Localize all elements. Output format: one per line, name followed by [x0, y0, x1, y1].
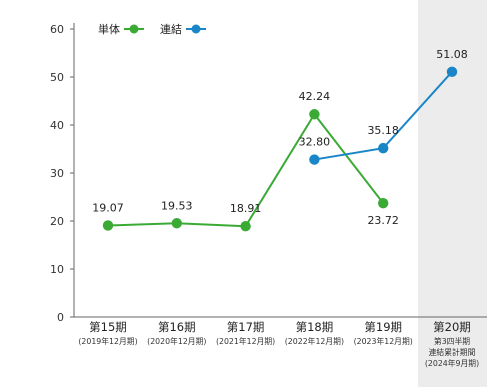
x-tick-sublabel: (2024年9月期) [425, 358, 479, 368]
data-label: 35.18 [367, 124, 399, 137]
y-tick-label: 20 [50, 215, 64, 228]
highlight-band [418, 0, 487, 387]
y-tick-label: 10 [50, 263, 64, 276]
x-tick-label: 第18期 [296, 320, 334, 334]
y-tick-label: 60 [50, 23, 64, 36]
y-tick-label: 0 [57, 311, 64, 324]
legend-marker [129, 24, 139, 34]
x-tick-label: 第20期 [433, 320, 471, 334]
legend: 単体 連結 [98, 22, 206, 36]
data-point [102, 220, 114, 231]
series-line-segment [107, 222, 177, 227]
data-label: 32.80 [299, 136, 331, 149]
data-label: 19.53 [161, 199, 193, 212]
x-tick-label: 第15期 [89, 320, 127, 334]
legend-label: 連結 [160, 22, 182, 36]
series-line-segment [176, 222, 246, 228]
x-tick-sublabel: (2019年12月期) [78, 336, 137, 346]
x-tick-label: 第19期 [364, 320, 402, 334]
series-line-segment [382, 71, 453, 149]
data-point [378, 142, 389, 154]
data-label: 51.08 [436, 48, 468, 61]
x-axis-tick-labels: 第15期 (2019年12月期) 第16期 (2020年12月期) 第17期 (2021年… [78, 320, 479, 368]
data-label: 23.72 [367, 214, 399, 227]
x-tick-sublabel: (2020年12月期) [147, 336, 206, 346]
legend-marker [191, 24, 201, 34]
data-label: 18.91 [230, 202, 262, 215]
y-axis-ticks: 0 10 20 30 40 50 60 [50, 23, 74, 324]
x-tick-sublabel: (2021年12月期) [216, 336, 275, 346]
y-tick-label: 40 [50, 119, 64, 132]
series-line-segment [244, 113, 316, 227]
data-point [309, 109, 320, 120]
y-tick-label: 50 [50, 71, 64, 84]
y-tick-label: 30 [50, 167, 64, 180]
data-point [309, 154, 320, 165]
data-label: 42.24 [299, 90, 331, 103]
series-line-segment [313, 113, 384, 204]
data-point [378, 197, 389, 209]
x-tick-sublabel: (2022年12月期) [285, 336, 344, 346]
x-tick-label: 第17期 [227, 320, 265, 334]
legend-label: 単体 [98, 22, 120, 36]
series-line-segment [314, 147, 384, 161]
x-tick-sublabel: (2023年12月期) [354, 336, 413, 346]
series: 19.07 19.53 18.91 42.24 23.72 32.80 35.18 51.08 [92, 48, 468, 232]
x-tick-label: 第16期 [158, 320, 196, 334]
data-label: 19.07 [92, 201, 124, 214]
data-point [240, 221, 251, 232]
data-point [171, 218, 182, 229]
x-tick-sublabel: 第3四半期 [434, 336, 470, 346]
x-tick-sublabel: 連結累計期間 [429, 347, 476, 357]
data-point [446, 66, 458, 78]
